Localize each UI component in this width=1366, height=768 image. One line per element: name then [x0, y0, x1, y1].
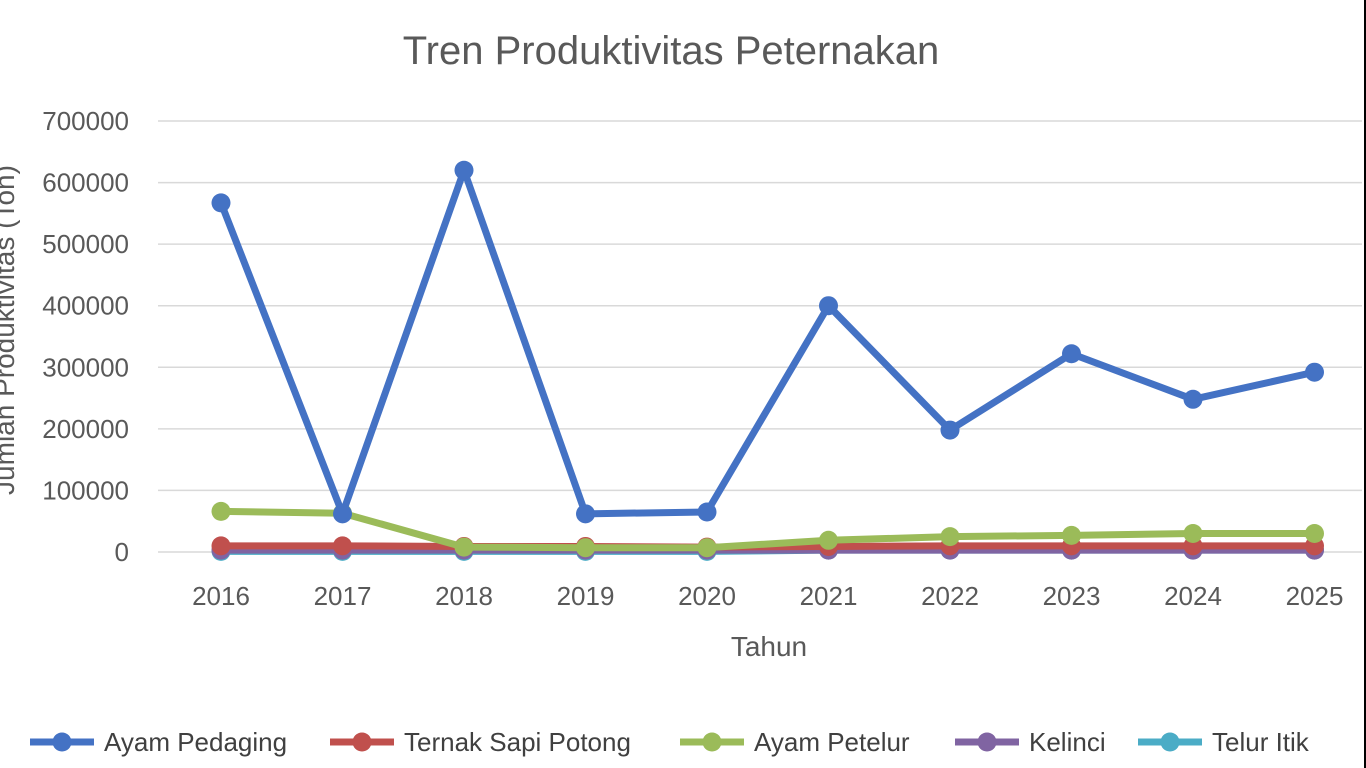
y-tick-label: 400000 [42, 291, 129, 321]
x-tick-label: 2017 [314, 581, 372, 611]
data-point [1062, 344, 1081, 364]
x-tick-label: 2021 [800, 581, 858, 611]
legend-label: Telur Itik [1212, 727, 1310, 757]
y-tick-label: 600000 [42, 168, 129, 198]
data-point [576, 504, 595, 524]
legend-marker [1160, 732, 1180, 752]
legend: Ayam Pedaging Ternak Sapi Potong Ayam Pete… [30, 727, 1310, 757]
data-point [211, 193, 231, 213]
gridlines [158, 120, 1362, 553]
x-tick-label: 2024 [1164, 581, 1222, 611]
y-tick-label: 200000 [42, 414, 129, 444]
data-point [333, 504, 352, 524]
series-ayam-pedaging [211, 160, 1324, 524]
legend-item: Telur Itik [1138, 727, 1310, 757]
data-point [697, 502, 717, 522]
chart-frame-border [1364, 0, 1366, 768]
data-point [1305, 524, 1324, 544]
data-point [1305, 362, 1324, 382]
legend-marker [702, 732, 722, 752]
legend-item: Ayam Pedaging [30, 727, 287, 757]
y-tick-label: 500000 [42, 229, 129, 259]
y-axis-ticks: 0 100000 200000 300000 400000 500000 600000 700… [42, 106, 129, 567]
data-point [1183, 389, 1203, 409]
series-line [217, 507, 1318, 552]
data-point [1062, 525, 1081, 545]
legend-item: Ternak Sapi Potong [330, 727, 631, 757]
data-point [697, 538, 717, 558]
legend-label: Ayam Petelur [754, 727, 910, 757]
data-point [211, 501, 231, 521]
x-tick-label: 2025 [1286, 581, 1344, 611]
legend-label: Kelinci [1029, 727, 1106, 757]
legend-marker [352, 732, 372, 752]
data-point [819, 296, 838, 316]
x-tick-label: 2018 [435, 581, 493, 611]
x-tick-label: 2019 [557, 581, 615, 611]
x-tick-label: 2022 [921, 581, 979, 611]
data-point [940, 527, 960, 547]
data-point [211, 536, 231, 556]
x-axis-title: Tahun [731, 631, 807, 662]
legend-label: Ayam Pedaging [104, 727, 287, 757]
series-line [217, 166, 1318, 518]
series-lines [211, 160, 1324, 561]
legend-marker [977, 732, 997, 752]
y-axis-title: Jumlah Produktivitas (Ton) [0, 165, 20, 495]
data-point [454, 537, 474, 557]
x-tick-label: 2016 [192, 581, 250, 611]
data-point [940, 420, 960, 440]
legend-item: Kelinci [955, 727, 1106, 757]
y-tick-label: 300000 [42, 352, 129, 382]
y-tick-label: 0 [115, 537, 129, 567]
data-point [454, 160, 474, 180]
chart-title: Tren Produktivitas Peternakan [403, 29, 940, 73]
data-point [333, 536, 352, 556]
x-axis-ticks: 2016 2017 2018 2019 2020 2021 2022 2023 2024 2025 [192, 581, 1343, 611]
data-point [576, 538, 595, 558]
legend-item: Ayam Petelur [680, 727, 910, 757]
y-tick-label: 100000 [42, 475, 129, 505]
x-tick-label: 2023 [1043, 581, 1101, 611]
data-point [1183, 524, 1203, 544]
data-point [819, 530, 838, 550]
y-tick-label: 700000 [42, 106, 129, 136]
x-tick-label: 2020 [678, 581, 736, 611]
legend-label: Ternak Sapi Potong [404, 727, 631, 757]
legend-marker [52, 732, 72, 752]
